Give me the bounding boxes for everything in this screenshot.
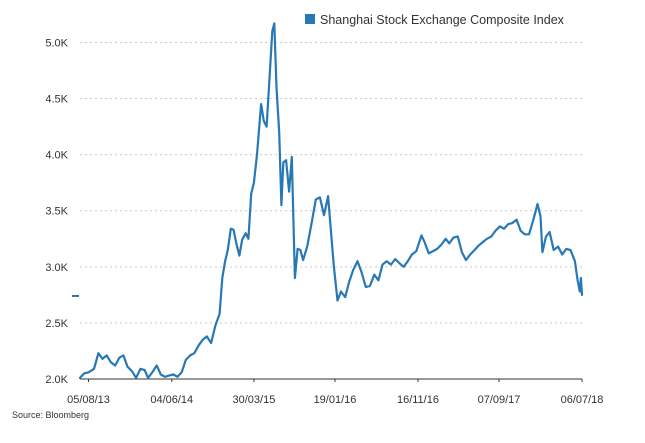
y-tick-label: 3.5K <box>45 206 68 218</box>
x-tick-label: 30/03/15 <box>233 394 276 406</box>
x-tick-label: 06/07/18 <box>561 394 604 406</box>
x-axis-tick-labels: 05/08/13 04/06/14 30/03/15 19/01/16 16/11/16… <box>67 379 603 406</box>
y-tick-label: 5.0K <box>45 37 68 49</box>
legend: Shanghai Stock Exchange Composite Index <box>305 13 565 27</box>
y-tick-label: 2.0K <box>45 374 68 386</box>
y-tick-label: 4.5K <box>45 94 68 106</box>
y-tick-label: 3.0K <box>45 262 68 274</box>
x-tick-label: 19/01/16 <box>314 394 357 406</box>
series-line-shanghai-composite <box>80 23 582 378</box>
y-tick-label: 2.5K <box>45 318 68 330</box>
source-note: Source: Bloomberg <box>12 410 89 420</box>
index-line-chart: Shanghai Stock Exchange Composite Index … <box>0 0 645 443</box>
x-tick-label: 04/06/14 <box>150 394 193 406</box>
y-axis-tick-labels: 2.0K 2.5K 3.0K 3.5K 4.0K 4.5K 5.0K <box>45 37 68 386</box>
x-tick-label: 05/08/13 <box>67 394 110 406</box>
legend-swatch <box>305 14 315 24</box>
x-tick-label: 07/09/17 <box>478 394 521 406</box>
x-tick-label: 16/11/16 <box>397 394 439 406</box>
grid <box>80 42 582 322</box>
y-tick-label: 4.0K <box>45 150 68 162</box>
legend-label-shanghai-composite: Shanghai Stock Exchange Composite Index <box>320 13 565 27</box>
